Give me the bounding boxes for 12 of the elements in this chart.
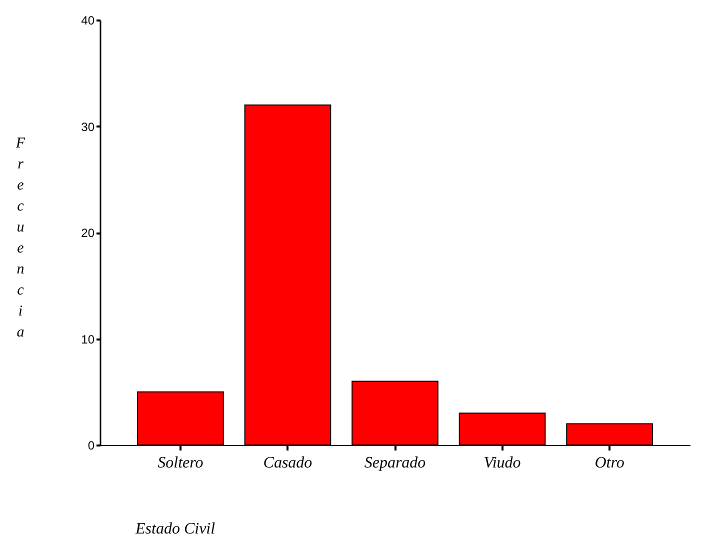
x-tick-label: Soltero <box>158 454 204 472</box>
y-tick-label: 10 <box>81 332 95 346</box>
x-axis-title: Estado Civil <box>134 520 216 538</box>
x-tick-label: Otro <box>594 454 624 472</box>
y-tick-label: 0 <box>88 438 95 452</box>
y-tick-label: 20 <box>81 226 95 240</box>
x-tick-label: Viudo <box>484 454 521 472</box>
x-tick-label: Casado <box>263 454 312 472</box>
text: Frecuencia <box>16 136 26 340</box>
y-tick-label: 40 <box>81 14 95 28</box>
x-tick-label: Separado <box>364 454 426 472</box>
y-tick-label: 30 <box>81 120 95 134</box>
